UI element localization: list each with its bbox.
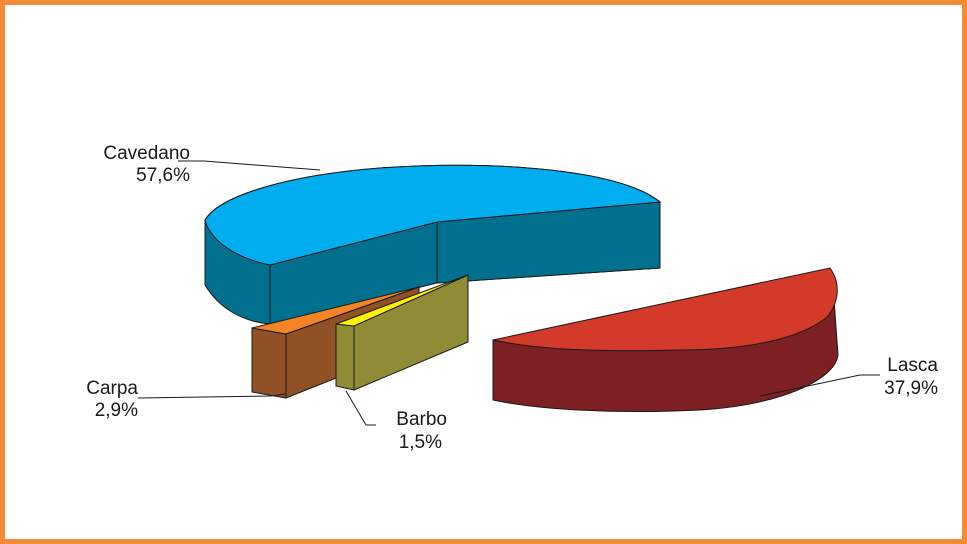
slice-barbo [335, 274, 469, 391]
label-value-cavedano: 57,6% [136, 165, 190, 186]
leader-line-carpa [137, 393, 287, 399]
label-name-lasca: Lasca [887, 355, 938, 376]
leader-line-cavedano [178, 160, 321, 171]
slice-lasca [492, 267, 839, 413]
label-value-barbo: 1,5% [399, 432, 442, 453]
label-name-carpa: Carpa [86, 378, 138, 399]
slice-carpa-top [251, 286, 420, 335]
label-name-cavedano: Cavedano [103, 143, 190, 164]
label-value-lasca: 37,9% [884, 378, 938, 399]
label-value-carpa: 2,9% [95, 400, 138, 421]
leader-line-barbo [345, 390, 376, 426]
label-name-barbo: Barbo [396, 409, 447, 430]
slice-cavedano [204, 164, 662, 325]
slice-barbo-top [335, 274, 469, 327]
slice-lasca-top [492, 267, 838, 352]
slice-barbo-side-front [335, 323, 355, 391]
slice-carpa-side-front [251, 327, 287, 399]
slice-cavedano-top [204, 164, 662, 266]
leader-line-lasca [759, 374, 880, 397]
